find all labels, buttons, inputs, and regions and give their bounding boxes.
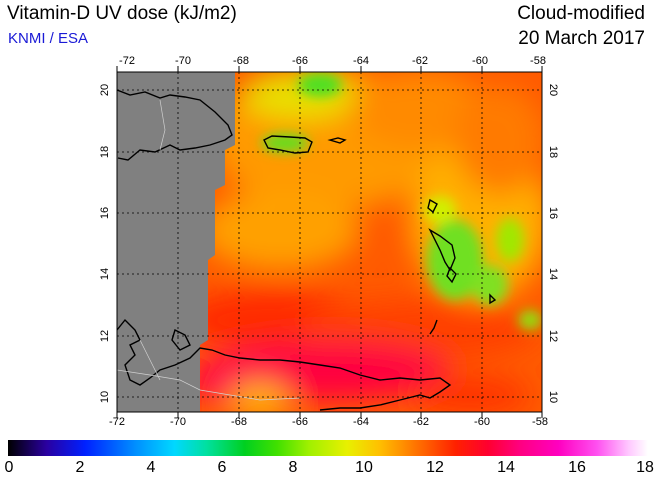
grid: [117, 72, 542, 412]
lon-tick-bottom: -72: [109, 416, 125, 428]
colorbar-label: 16: [568, 459, 586, 476]
colorbar-label: 12: [426, 459, 444, 476]
credit-label: KNMI / ESA: [8, 30, 89, 47]
lon-tick-bottom: -70: [170, 416, 186, 428]
colorbar-label: 8: [288, 459, 298, 476]
lat-tick-right: 12: [547, 329, 559, 343]
lon-tick-top: -60: [472, 55, 488, 67]
lon-tick-bottom: -60: [474, 416, 490, 428]
lat-tick-left: 12: [99, 329, 111, 343]
lon-tick-top: -58: [530, 55, 546, 67]
lat-tick-right: 10: [547, 390, 559, 404]
lon-tick-top: -64: [353, 55, 369, 67]
lat-tick-right: 14: [547, 267, 559, 281]
lat-tick-left: 10: [99, 390, 111, 404]
colorbar-label: 4: [146, 459, 156, 476]
colorbar-label: 0: [4, 459, 14, 476]
map-title: Vitamin-D UV dose (kJ/m2): [7, 3, 237, 24]
lat-tick-left: 18: [99, 145, 111, 159]
lon-tick-top: -68: [233, 55, 249, 67]
lon-tick-bottom: -64: [353, 416, 369, 428]
colorbar-label: 6: [217, 459, 227, 476]
lon-tick-bottom: -58: [532, 416, 548, 428]
lat-tick-right: 20: [547, 83, 559, 97]
lat-tick-left: 16: [99, 206, 111, 220]
colorbar-label: 10: [355, 459, 373, 476]
lon-tick-bottom: -62: [413, 416, 429, 428]
date-label: 20 March 2017: [518, 28, 645, 49]
lon-tick-top: -66: [292, 55, 308, 67]
colorbar-label: 18: [636, 459, 654, 476]
map-frame: [116, 71, 543, 413]
lon-tick-bottom: -68: [231, 416, 247, 428]
lon-tick-top: -72: [119, 55, 135, 67]
tick-marks: [116, 66, 543, 418]
lat-tick-left: 14: [99, 267, 111, 281]
colorbar: [8, 440, 648, 456]
lon-tick-top: -62: [412, 55, 428, 67]
colorbar-label: 2: [75, 459, 85, 476]
lon-tick-bottom: -66: [292, 416, 308, 428]
lat-tick-right: 16: [547, 206, 559, 220]
colorbar-label: 14: [497, 459, 515, 476]
dose-field: [117, 72, 542, 412]
mode-label: Cloud-modified: [517, 3, 645, 24]
lat-tick-right: 18: [547, 145, 559, 159]
lon-tick-top: -70: [175, 55, 191, 67]
lat-tick-left: 20: [99, 83, 111, 97]
